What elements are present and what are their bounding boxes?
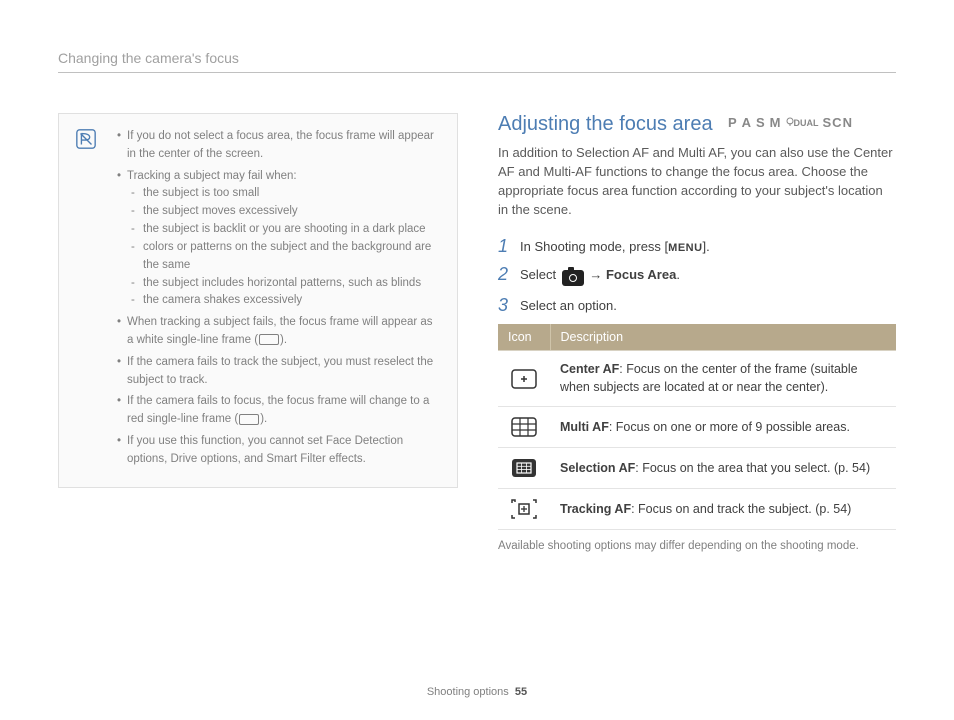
mode-s-icon: S <box>756 115 766 130</box>
info-text: If you do not select a focus area, the f… <box>127 130 434 160</box>
info-item: If the camera fails to focus, the focus … <box>117 393 441 429</box>
mode-dual-icon: DUAL <box>786 117 819 128</box>
mode-dual-label: DUAL <box>794 118 819 128</box>
section-intro: In addition to Selection AF and Multi AF… <box>498 144 896 219</box>
step-fragment: In Shooting mode, press [ <box>520 239 668 254</box>
af-desc: : Focus on and track the subject. (p. 54… <box>631 502 851 516</box>
table-footnote: Available shooting options may differ de… <box>498 540 896 552</box>
multi-af-icon <box>498 407 550 448</box>
info-subitem: the subject is too small <box>131 185 441 203</box>
table-cell-desc: Center AF: Focus on the center of the fr… <box>550 351 896 407</box>
step-item: 3 Select an option. <box>498 296 896 314</box>
mode-p-icon: P <box>728 115 738 130</box>
tracking-af-icon <box>498 489 550 530</box>
info-text: If the camera fails to track the subject… <box>127 356 433 386</box>
step-number: 2 <box>498 265 510 283</box>
mode-scn-icon: SCN <box>823 115 853 130</box>
info-box: If you do not select a focus area, the f… <box>58 113 458 488</box>
mode-a-icon: A <box>742 115 752 130</box>
info-subitem: the subject includes horizontal patterns… <box>131 275 441 293</box>
focus-area-label: Focus Area <box>606 267 676 282</box>
footer-section: Shooting options <box>427 686 509 698</box>
section-title: Adjusting the focus area <box>498 113 713 136</box>
step-item: 2 Select → Focus Area. <box>498 265 896 286</box>
table-row: Selection AF: Focus on the area that you… <box>498 448 896 489</box>
info-item: Tracking a subject may fail when: the su… <box>117 168 441 311</box>
center-af-icon <box>498 351 550 407</box>
step-item: 1 In Shooting mode, press [MENU]. <box>498 237 896 255</box>
table-header-row: Icon Description <box>498 324 896 351</box>
step-number: 1 <box>498 237 510 255</box>
selection-af-icon <box>498 448 550 489</box>
info-item: If you do not select a focus area, the f… <box>117 128 441 164</box>
step-number: 3 <box>498 296 510 314</box>
table-row: Center AF: Focus on the center of the fr… <box>498 351 896 407</box>
info-subitem: colors or patterns on the subject and th… <box>131 239 441 275</box>
info-subitem: the subject moves excessively <box>131 203 441 221</box>
page-header-title: Changing the camera's focus <box>58 50 896 73</box>
step-fragment: Select <box>520 267 560 282</box>
camera-icon <box>562 270 584 286</box>
table-row: Multi AF: Focus on one or more of 9 poss… <box>498 407 896 448</box>
footer-page-number: 55 <box>515 686 527 698</box>
table-header-icon: Icon <box>498 324 550 351</box>
info-item: If you use this function, you cannot set… <box>117 433 441 469</box>
af-name: Selection AF <box>560 461 635 475</box>
info-subitem: the camera shakes excessively <box>131 292 441 310</box>
left-column: If you do not select a focus area, the f… <box>58 113 458 552</box>
table-cell-desc: Selection AF: Focus on the area that you… <box>550 448 896 489</box>
step-text: Select an option. <box>520 296 617 313</box>
info-text: ). <box>260 413 267 425</box>
table-header-desc: Description <box>550 324 896 351</box>
info-text: Tracking a subject may fail when: <box>127 170 297 182</box>
step-text: Select → Focus Area. <box>520 265 680 286</box>
step-fragment: . <box>676 267 680 282</box>
frame-rect-icon <box>239 414 259 425</box>
af-name: Tracking AF <box>560 502 631 516</box>
page-footer: Shooting options 55 <box>0 686 954 698</box>
info-list: If you do not select a focus area, the f… <box>117 128 441 469</box>
info-subitem: the subject is backlit or you are shooti… <box>131 221 441 239</box>
mode-indicators: P A S M DUAL SCN <box>728 115 853 130</box>
info-item: When tracking a subject fails, the focus… <box>117 314 441 350</box>
manual-page: Changing the camera's focus If you do no… <box>0 0 954 552</box>
step-fragment: ]. <box>703 239 710 254</box>
step-fragment: → <box>586 267 606 282</box>
info-item: If the camera fails to track the subject… <box>117 354 441 390</box>
frame-rect-icon <box>259 334 279 345</box>
info-sublist: the subject is too small the subject mov… <box>127 185 441 310</box>
table-cell-desc: Tracking AF: Focus on and track the subj… <box>550 489 896 530</box>
steps-list: 1 In Shooting mode, press [MENU]. 2 Sele… <box>498 237 896 314</box>
af-desc: : Focus on one or more of 9 possible are… <box>609 420 850 434</box>
focus-area-table: Icon Description Center AF: Focus on the… <box>498 324 896 530</box>
af-name: Multi AF <box>560 420 609 434</box>
step-text: In Shooting mode, press [MENU]. <box>520 237 710 254</box>
table-row: Tracking AF: Focus on and track the subj… <box>498 489 896 530</box>
af-name: Center AF <box>560 362 619 376</box>
right-column: Adjusting the focus area P A S M DUAL SC… <box>498 113 896 552</box>
table-cell-desc: Multi AF: Focus on one or more of 9 poss… <box>550 407 896 448</box>
menu-button-label: MENU <box>668 242 702 254</box>
af-desc: : Focus on the area that you select. (p.… <box>635 461 870 475</box>
section-heading-row: Adjusting the focus area P A S M DUAL SC… <box>498 113 896 144</box>
mode-m-icon: M <box>770 115 782 130</box>
columns: If you do not select a focus area, the f… <box>58 113 896 552</box>
info-text: ). <box>280 334 287 346</box>
note-icon <box>75 128 97 150</box>
info-text: If the camera fails to focus, the focus … <box>127 395 429 425</box>
info-text: If you use this function, you cannot set… <box>127 435 403 465</box>
